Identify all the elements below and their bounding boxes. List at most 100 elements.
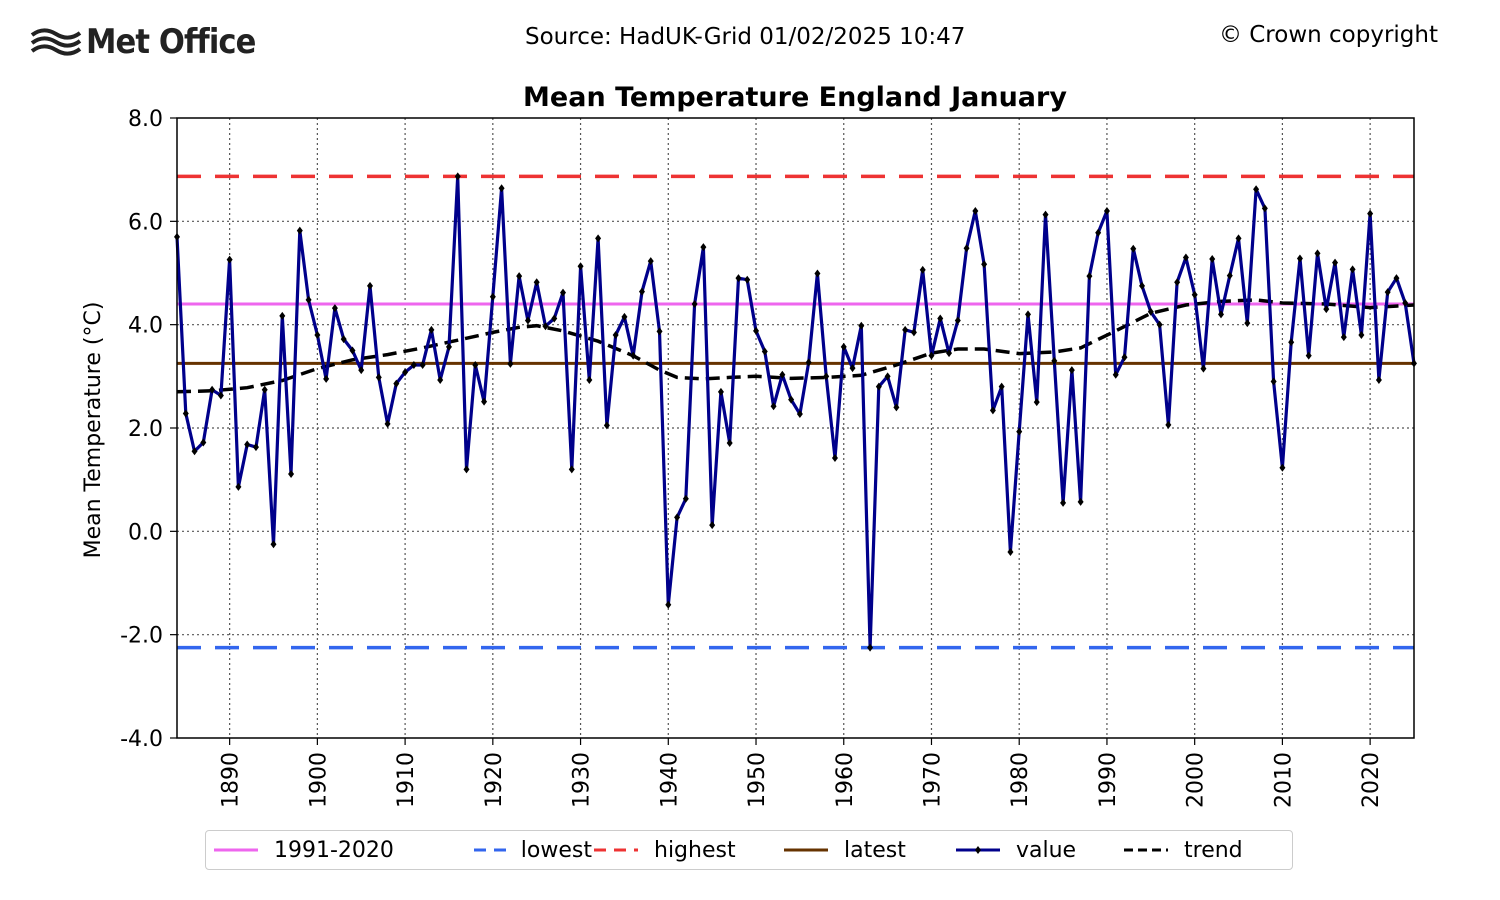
- axes: -4.0 -2.0 0.0 2.0 4.0 6.0 8.0 1890 1900 1910 1920 1…: [120, 107, 1415, 808]
- value-point: [612, 331, 619, 339]
- value-point: [1244, 319, 1251, 328]
- value-point: [507, 359, 514, 368]
- value-point: [1139, 281, 1146, 290]
- reference-lines: [177, 174, 1414, 650]
- value-point: [481, 397, 488, 406]
- value-point: [586, 375, 593, 384]
- legend-label: trend: [1184, 837, 1243, 863]
- value-point: [463, 465, 470, 474]
- value-point: [1112, 370, 1119, 379]
- value-point: [542, 322, 549, 331]
- value-point: [305, 295, 312, 304]
- value-point: [1200, 364, 1207, 373]
- value-point: [1033, 398, 1040, 407]
- value-point: [200, 438, 207, 447]
- value-point: [726, 438, 733, 447]
- value-point: [1261, 204, 1268, 213]
- value-point: [1358, 331, 1365, 339]
- value-point: [753, 326, 760, 335]
- legend-label: 1991-2020: [274, 837, 394, 863]
- legend-item-value: value: [954, 831, 1122, 869]
- x-tick-label: 1920: [482, 752, 507, 808]
- value-point: [1226, 271, 1233, 280]
- waves-icon: [30, 28, 82, 56]
- x-tick-label: 1970: [920, 752, 945, 808]
- value-point: [244, 440, 251, 449]
- x-tick-label: 2000: [1184, 752, 1209, 808]
- value-point: [1156, 320, 1163, 329]
- x-tick-label: 1960: [833, 752, 858, 808]
- value-point: [472, 360, 479, 369]
- value-point: [331, 304, 338, 313]
- value-point: [340, 335, 347, 344]
- trend-line: [176, 298, 1415, 394]
- value-point: [235, 482, 242, 491]
- value-point: [796, 410, 803, 419]
- value-point: [1191, 290, 1198, 299]
- value-point: [577, 262, 584, 271]
- value-point: [682, 494, 689, 503]
- value-point: [560, 288, 567, 297]
- x-tick-label: 1990: [1096, 752, 1121, 808]
- value-point: [375, 373, 382, 382]
- grid: [177, 118, 1414, 738]
- y-axis-label: Mean Temperature (°C): [81, 302, 106, 559]
- value-point: [1007, 548, 1014, 556]
- value-point: [393, 379, 400, 388]
- value-point: [946, 349, 953, 358]
- value-series: [174, 172, 1417, 652]
- value-point: [1253, 185, 1260, 194]
- value-point: [595, 234, 602, 243]
- value-point: [1349, 265, 1356, 274]
- value-point: [1016, 427, 1023, 436]
- legend-swatch-value: [956, 846, 1000, 854]
- value-point: [691, 300, 698, 308]
- x-tick-label: 1930: [570, 752, 595, 808]
- value-point: [893, 403, 900, 412]
- value-point: [533, 278, 540, 287]
- value-line: [175, 174, 1416, 650]
- value-point: [656, 327, 663, 336]
- legend: 1991-2020 lowest highest latest value trend: [205, 830, 1293, 870]
- value-point: [831, 453, 838, 462]
- value-point: [524, 316, 531, 325]
- legend-swatch-baseline: [214, 848, 258, 852]
- value-point: [402, 368, 409, 377]
- y-tick-label: -2.0: [120, 624, 163, 649]
- x-tick-label: 1980: [1008, 752, 1033, 808]
- value-point: [1174, 278, 1181, 287]
- value-point: [884, 372, 891, 381]
- value-point: [454, 172, 461, 181]
- value-point: [674, 513, 681, 522]
- value-point: [998, 382, 1005, 391]
- x-tick-label: 1940: [657, 752, 682, 808]
- value-point: [568, 465, 575, 474]
- value-point: [902, 325, 909, 334]
- value-point: [1182, 253, 1189, 262]
- value-point: [875, 382, 882, 391]
- value-point: [621, 312, 628, 321]
- value-point: [261, 385, 268, 394]
- legend-item-trend: trend: [1122, 831, 1282, 869]
- y-tick-label: 6.0: [128, 210, 163, 235]
- value-point: [735, 274, 742, 283]
- value-point: [814, 269, 821, 278]
- legend-label: latest: [844, 837, 906, 863]
- value-point: [349, 346, 356, 355]
- plot-frame: [176, 117, 1415, 739]
- value-point: [489, 292, 496, 301]
- value-point: [823, 372, 830, 381]
- value-point: [603, 421, 610, 430]
- value-point: [419, 360, 426, 369]
- legend-item-baseline: 1991-2020: [212, 831, 472, 869]
- value-point: [761, 347, 768, 356]
- value-point: [1305, 351, 1312, 360]
- value-point: [1384, 288, 1391, 297]
- value-point: [919, 265, 926, 274]
- value-point: [1375, 375, 1382, 384]
- value-point: [270, 540, 277, 549]
- value-point: [1402, 298, 1409, 307]
- legend-swatch-latest: [784, 848, 828, 852]
- value-point: [770, 402, 777, 411]
